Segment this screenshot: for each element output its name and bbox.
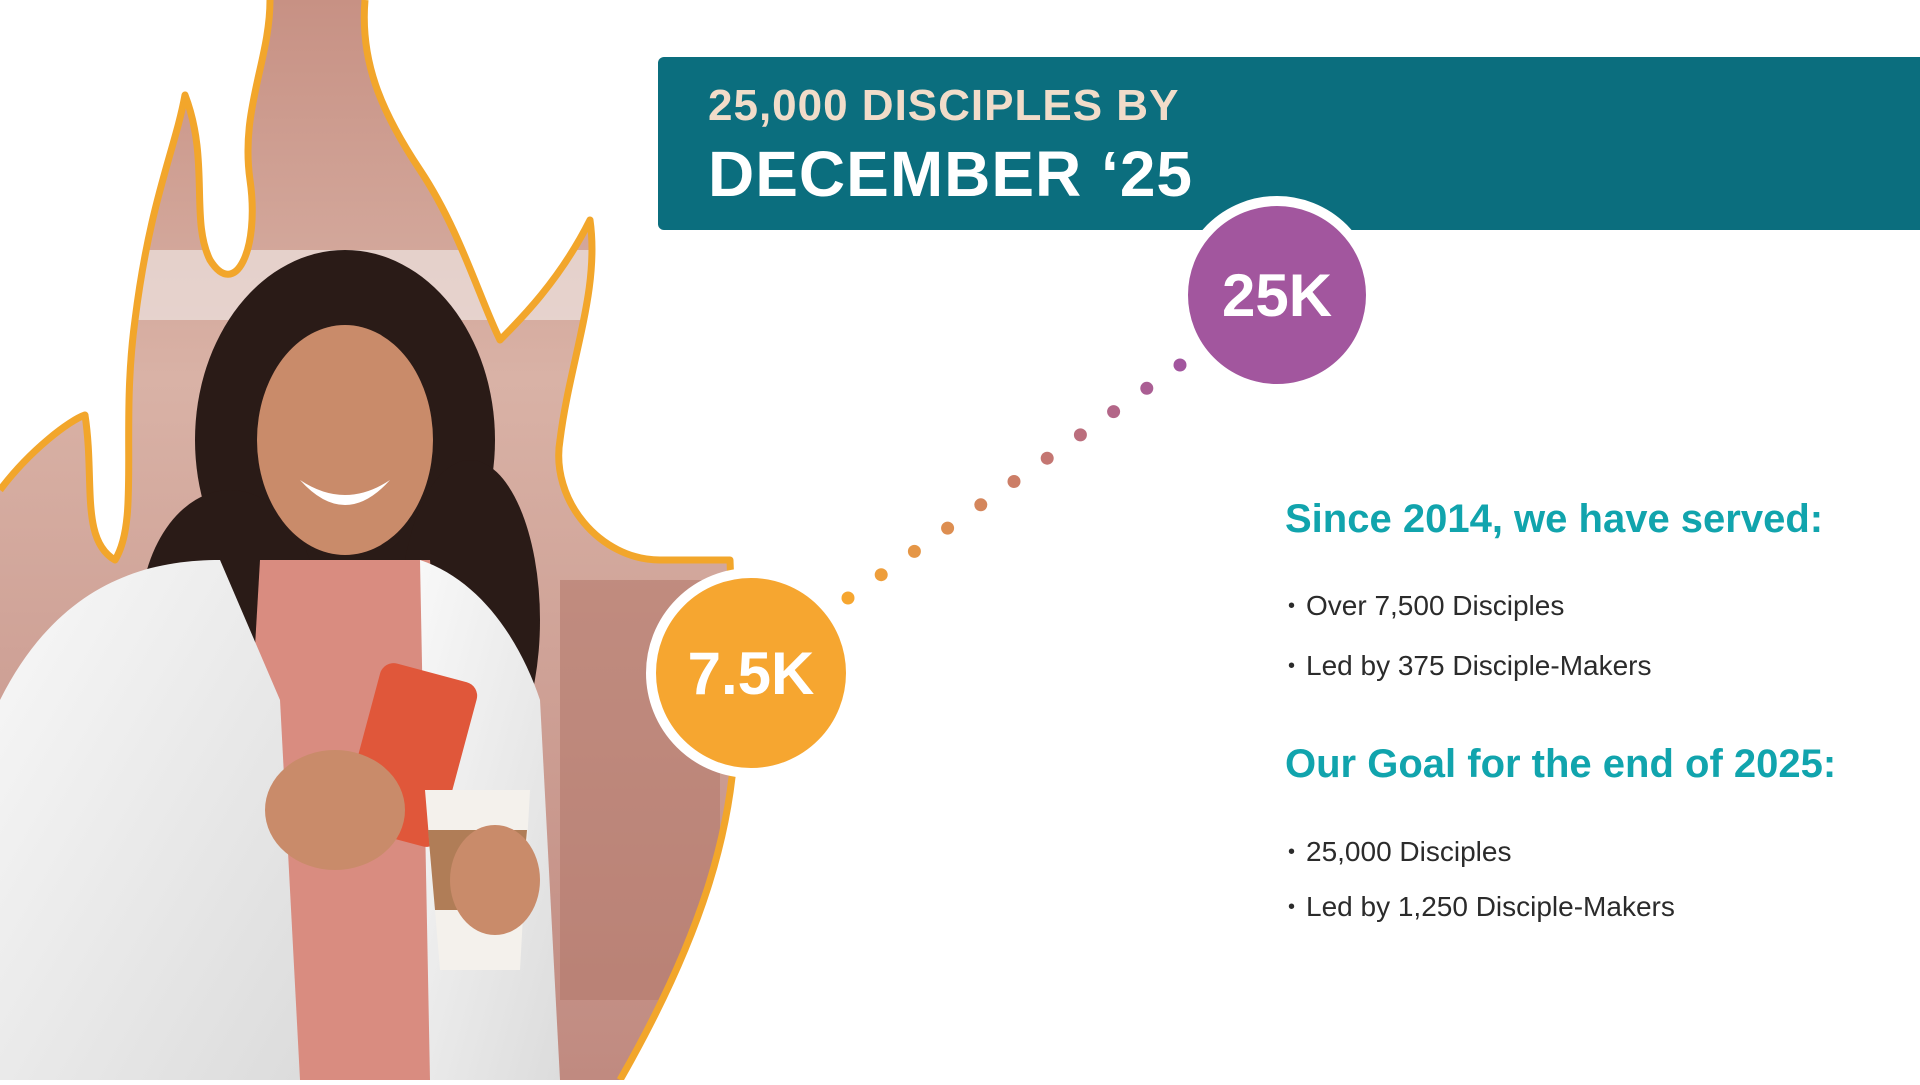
connector-dot	[841, 591, 855, 605]
banner-subtitle: 25,000 DISCIPLES BY	[708, 81, 1180, 130]
hero-photo	[0, 0, 760, 1082]
connector-dot	[1073, 428, 1087, 442]
connector-dot	[1040, 451, 1054, 465]
connector-dot	[1007, 475, 1021, 488]
connector-dot	[1173, 358, 1187, 372]
goal-heading: Our Goal for the end of 2025:	[1285, 742, 1837, 786]
connector-dot	[941, 521, 955, 535]
connector-dot	[1140, 381, 1154, 395]
list-item: Led by 1,250 Disciple-Makers	[1288, 891, 1675, 951]
served-list: Over 7,500 Disciples Led by 375 Disciple…	[1288, 590, 1652, 710]
connector-dot	[1107, 405, 1121, 419]
goal-milestone-label: 25K	[1221, 261, 1333, 329]
list-item: 25,000 Disciples	[1288, 836, 1675, 891]
list-item: Over 7,500 Disciples	[1288, 590, 1652, 650]
connector-dot	[874, 568, 888, 582]
connector-dot	[907, 544, 921, 558]
banner-title: DECEMBER ‘25	[708, 138, 1193, 210]
served-heading: Since 2014, we have served:	[1285, 497, 1824, 541]
list-item: Led by 375 Disciple-Makers	[1288, 650, 1652, 710]
connector-dot	[974, 498, 988, 512]
current-milestone-label: 7.5K	[687, 639, 815, 707]
goal-list: 25,000 Disciples Led by 1,250 Disciple-M…	[1288, 836, 1675, 951]
current-milestone-circle: 7.5K	[646, 568, 856, 778]
goal-milestone-circle: 25K	[1178, 196, 1376, 394]
